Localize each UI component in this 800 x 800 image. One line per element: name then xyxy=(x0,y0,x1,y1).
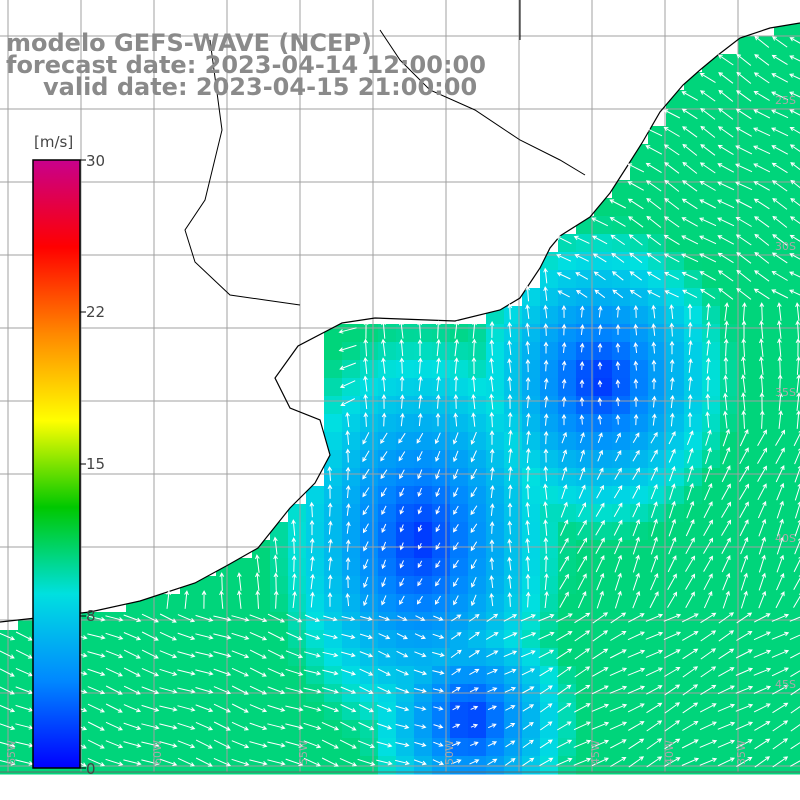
colorbar-tick-22: 22 xyxy=(86,303,106,321)
lon-label-50w: 50W xyxy=(443,740,456,765)
colorbar xyxy=(32,159,86,769)
colorbar-unit-label: [m/s] xyxy=(34,133,74,151)
lat-label-40s: 40S xyxy=(775,532,796,545)
land-mask xyxy=(0,0,800,622)
colorbar-tick-15: 15 xyxy=(86,455,106,473)
lon-label-60w: 60W xyxy=(151,740,164,765)
lat-label-30s: 30S xyxy=(775,240,796,253)
colorbar-tick-0: 0 xyxy=(86,760,96,778)
title-model: modelo GEFS-WAVE (NCEP) xyxy=(6,29,372,57)
coastline xyxy=(0,0,800,623)
lat-label-35s: 35S xyxy=(775,386,796,399)
colorbar-tick-30: 30 xyxy=(86,152,106,170)
lat-label-25s: 25S xyxy=(775,94,796,107)
lon-label-55w: 55W xyxy=(297,740,310,765)
lon-label-35w: 35W xyxy=(735,740,748,765)
lat-label-45s: 45S xyxy=(775,678,796,691)
wind-direction-arrows xyxy=(0,35,800,768)
lon-label-65w: 65W xyxy=(5,740,18,765)
title-forecast-date: forecast date: 2023-04-14 12:00:00 xyxy=(6,51,486,79)
title-valid-date: valid date: 2023-04-15 21:00:00 xyxy=(43,73,478,101)
lon-label-40w: 40W xyxy=(663,740,676,765)
colorbar-tick-8: 8 xyxy=(86,607,96,625)
lon-label-45w: 45W xyxy=(589,740,602,765)
